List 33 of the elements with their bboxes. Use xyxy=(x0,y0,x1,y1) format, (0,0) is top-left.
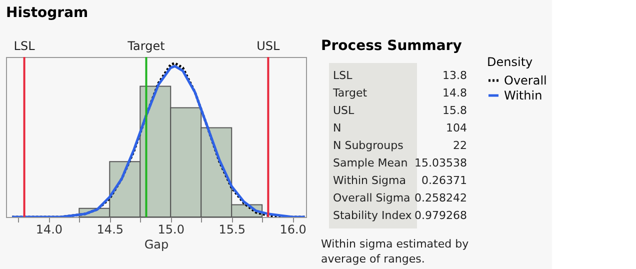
category-label: LSL xyxy=(333,68,354,82)
category-label: Target xyxy=(332,86,368,100)
category-label: Sample Mean xyxy=(333,156,408,170)
data-label: 15.8 xyxy=(442,104,467,117)
category-label: Overall Sigma xyxy=(333,191,410,204)
data-label: 14.8 xyxy=(442,86,467,100)
category-label: Within Sigma xyxy=(333,174,406,187)
category-label: N Subgroups xyxy=(333,138,404,152)
text: Within sigma estimated by average of ranges. xyxy=(321,238,470,266)
legend-title: Density xyxy=(487,55,533,69)
x-tick-label: 16.0 xyxy=(280,222,306,236)
ref-line-label: USL xyxy=(256,39,280,53)
legend-label: Within xyxy=(504,88,542,102)
data-label: 0.979268 xyxy=(414,208,467,222)
text: Process Summary xyxy=(321,38,462,54)
data-label: 15.03538 xyxy=(414,156,467,170)
data-label: 0.26371 xyxy=(422,174,467,187)
x-tick-label: 15.0 xyxy=(158,222,184,236)
category-label: Stability Index xyxy=(333,208,412,222)
data-label: 0.258242 xyxy=(414,191,467,204)
data-label: 104 xyxy=(446,121,467,134)
category-label: USL xyxy=(333,104,356,117)
ref-line-label: Target xyxy=(126,39,166,53)
ref-line-label: LSL xyxy=(14,39,36,53)
legend-label: Overall xyxy=(504,74,547,88)
x-tick-label: 15.5 xyxy=(218,222,246,236)
x-axis-title: Gap xyxy=(144,238,169,252)
data-label: 22 xyxy=(453,138,467,152)
chart-title: Histogram xyxy=(6,5,88,21)
x-tick-label: 14.0 xyxy=(36,222,63,236)
x-tick-label: 14.5 xyxy=(96,222,124,236)
data-label: 13.8 xyxy=(442,68,467,82)
category-label: N xyxy=(333,121,342,134)
